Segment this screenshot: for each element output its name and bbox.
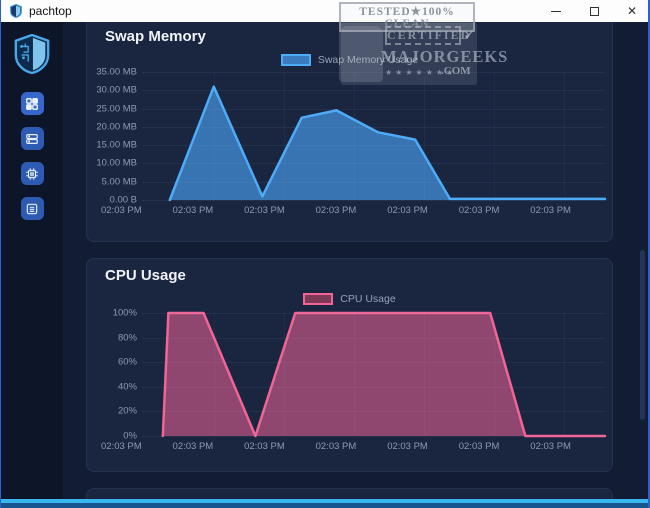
- v-gridline: [563, 72, 565, 200]
- minimize-icon: [551, 10, 561, 12]
- h-gridline: [142, 108, 605, 110]
- cpu-y-axis: 100% 80% 60% 40% 20% 0%: [95, 308, 137, 442]
- maximize-icon: [589, 6, 599, 16]
- y-axis-label: 5.00 MB: [101, 176, 137, 188]
- swap-legend-item[interactable]: Swap Memory Usage: [87, 54, 612, 66]
- y-axis-label: 30.00 MB: [96, 84, 137, 96]
- process-list-icon: [26, 203, 38, 214]
- v-gridline: [214, 313, 216, 436]
- y-axis-label: 0.00 B: [109, 194, 137, 206]
- swap-y-axis: 35.00 MB 30.00 MB 25.00 MB 20.00 MB 15.00 MB…: [95, 67, 137, 206]
- v-gridline: [284, 72, 286, 200]
- v-gridline: [354, 72, 356, 200]
- pachtop-logo-icon: [14, 34, 50, 74]
- swap-legend-label: Swap Memory Usage: [317, 54, 419, 66]
- h-gridline: [142, 126, 605, 128]
- cpu-legend-item[interactable]: CPU Usage: [87, 293, 612, 305]
- h-gridline: [142, 337, 605, 339]
- v-gridline: [563, 313, 565, 436]
- y-axis-label: 25.00 MB: [96, 103, 137, 115]
- h-gridline: [142, 163, 605, 165]
- y-axis-label: 60%: [117, 356, 137, 368]
- swap-chart-title: Swap Memory: [105, 28, 206, 45]
- x-axis-label: 02:03 PM: [244, 205, 285, 216]
- bottom-window-edge: [1, 499, 648, 508]
- cpu-chart-plot: 100% 80% 60% 40% 20% 0%: [87, 308, 612, 442]
- x-axis-label: 02:03 PM: [172, 205, 214, 216]
- v-gridline: [493, 72, 495, 200]
- y-axis-label: 80%: [117, 332, 137, 344]
- y-axis-label: 35.00 MB: [96, 66, 137, 78]
- x-axis-label: 02:03 PM: [315, 205, 357, 216]
- h-gridline: [142, 362, 605, 364]
- sidebar-item-dashboard[interactable]: [20, 92, 44, 115]
- x-axis-label: 02:03 PM: [315, 441, 357, 452]
- sidebar-item-processes[interactable]: [20, 197, 44, 220]
- cpu-chip-icon: [26, 167, 38, 180]
- h-gridline: [142, 90, 605, 92]
- y-axis-label: 0%: [123, 430, 137, 442]
- swap-plot-area: [142, 72, 605, 200]
- v-gridline: [214, 72, 216, 200]
- y-axis-label: 20.00 MB: [96, 121, 137, 133]
- bottom-edge-highlight: [1, 499, 648, 503]
- app-shield-icon: [10, 4, 22, 18]
- x-axis-label: 02:03 PM: [101, 441, 142, 452]
- v-gridline: [284, 313, 286, 436]
- swap-memory-card: Swap Memory Swap Memory Usage 35.00 MB 30…: [86, 22, 613, 242]
- sidebar-item-disks[interactable]: [20, 127, 44, 150]
- x-axis-label: 02:03 PM: [458, 205, 500, 216]
- v-gridline: [354, 313, 356, 436]
- cpu-plot-area: [142, 313, 605, 436]
- cpu-legend-label: CPU Usage: [340, 293, 396, 305]
- y-axis-label: 40%: [117, 381, 137, 393]
- h-gridline: [142, 411, 605, 413]
- vertical-scrollbar-thumb[interactable]: [640, 250, 645, 420]
- cpu-usage-card: CPU Usage CPU Usage 100% 80% 60% 40% 20% 0% 0…: [86, 258, 613, 472]
- dashboard-scroll-area: Swap Memory Swap Memory Usage 35.00 MB 30…: [63, 22, 648, 508]
- x-axis-label: 02:03 PM: [387, 205, 428, 216]
- h-gridline: [142, 313, 605, 314]
- maximize-button[interactable]: [586, 3, 602, 19]
- h-gridline: [142, 200, 605, 201]
- window-title: pachtop: [29, 4, 72, 18]
- x-axis-label: 02:03 PM: [101, 205, 142, 216]
- x-axis-label: 02:03 PM: [172, 441, 214, 452]
- h-gridline: [142, 436, 605, 437]
- x-axis-label: 02:03 PM: [530, 205, 571, 216]
- bottom-edge-shadow: [1, 503, 648, 508]
- v-gridline: [493, 313, 495, 436]
- y-axis-label: 10.00 MB: [96, 157, 137, 169]
- titlebar: pachtop ✕: [1, 0, 648, 22]
- v-gridline: [423, 72, 425, 200]
- x-axis-label: 02:03 PM: [458, 441, 500, 452]
- close-button[interactable]: ✕: [626, 4, 638, 18]
- cpu-x-axis: 02:03 PM 02:03 PM 02:03 PM 02:03 PM 02:03 PM…: [101, 441, 571, 452]
- h-gridline: [142, 386, 605, 388]
- cpu-chart-title: CPU Usage: [105, 267, 186, 284]
- x-axis-label: 02:03 PM: [530, 441, 571, 452]
- swap-chart-plot: 35.00 MB 30.00 MB 25.00 MB 20.00 MB 15.00 MB…: [87, 67, 612, 206]
- dashboard-grid-icon: [26, 97, 38, 110]
- v-gridline: [423, 313, 425, 436]
- sidebar: [1, 22, 63, 508]
- h-gridline: [142, 145, 605, 147]
- y-axis-label: 100%: [112, 307, 137, 319]
- y-axis-label: 20%: [117, 405, 137, 417]
- hard-drive-icon: [26, 133, 38, 144]
- x-axis-label: 02:03 PM: [244, 441, 285, 452]
- swap-area-chart: [142, 72, 605, 200]
- swap-x-axis: 02:03 PM 02:03 PM 02:03 PM 02:03 PM 02:03 PM…: [101, 205, 571, 216]
- h-gridline: [142, 181, 605, 183]
- x-axis-label: 02:03 PM: [387, 441, 428, 452]
- cpu-legend-swatch: [303, 293, 334, 305]
- y-axis-label: 15.00 MB: [96, 139, 137, 151]
- sidebar-item-cpu[interactable]: [20, 162, 44, 185]
- minimize-button[interactable]: [548, 3, 564, 19]
- h-gridline: [142, 72, 605, 73]
- cpu-area-chart: [142, 313, 605, 436]
- swap-legend-swatch: [280, 54, 311, 66]
